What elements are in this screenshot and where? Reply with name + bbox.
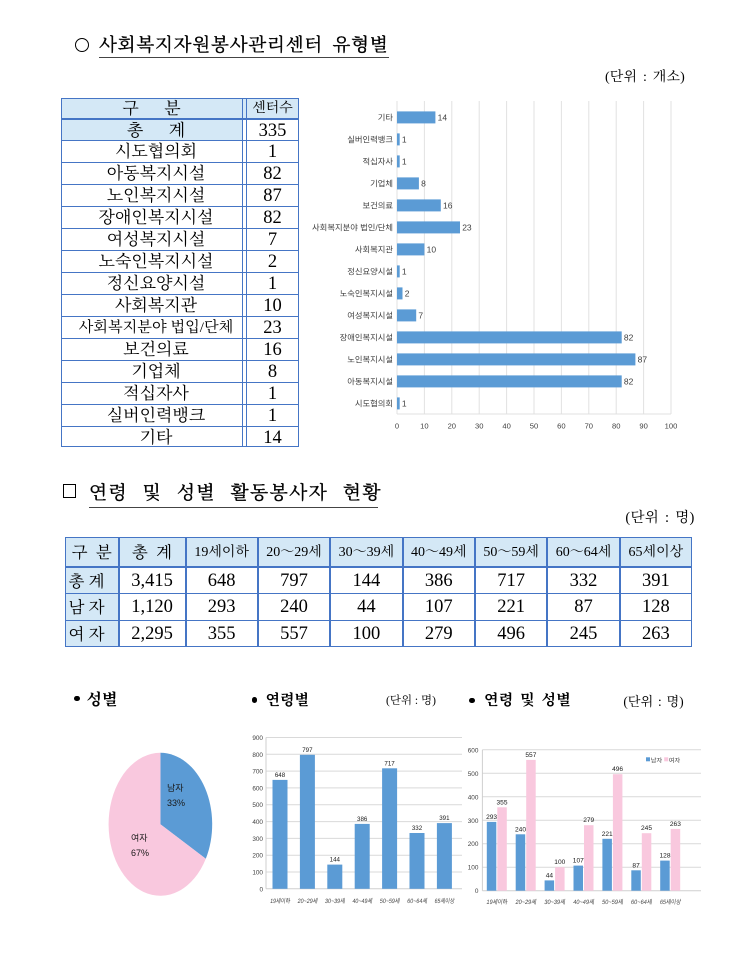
svg-text:900: 900 (252, 735, 263, 742)
svg-text:여자: 여자 (669, 756, 681, 764)
svg-text:남자: 남자 (651, 756, 663, 764)
svg-text:100: 100 (252, 870, 263, 877)
svg-text:40: 40 (502, 422, 510, 431)
svg-text:0: 0 (475, 888, 479, 895)
svg-text:87: 87 (638, 354, 648, 364)
svg-text:279: 279 (583, 817, 594, 824)
svg-text:남자: 남자 (167, 783, 184, 793)
svg-text:적십자사: 적십자사 (362, 156, 393, 166)
svg-text:기타: 기타 (378, 112, 394, 122)
svg-text:128: 128 (659, 853, 670, 860)
svg-text:500: 500 (468, 771, 479, 778)
svg-text:87: 87 (632, 862, 640, 869)
svg-text:221: 221 (602, 831, 613, 838)
svg-text:332: 332 (412, 825, 423, 832)
svg-text:717: 717 (384, 760, 395, 767)
svg-text:사회복지분야 법인/단체: 사회복지분야 법인/단체 (312, 222, 393, 232)
svg-text:14: 14 (438, 112, 448, 122)
svg-text:600: 600 (468, 747, 479, 754)
svg-text:200: 200 (468, 841, 479, 848)
svg-text:144: 144 (330, 857, 341, 864)
svg-text:장애인복지시설: 장애인복지시설 (340, 332, 393, 342)
svg-text:20~29세: 20~29세 (515, 898, 537, 906)
svg-text:500: 500 (252, 802, 263, 809)
svg-text:400: 400 (252, 819, 263, 826)
svg-text:355: 355 (496, 799, 507, 806)
svg-text:8: 8 (421, 178, 426, 188)
svg-text:600: 600 (252, 785, 263, 792)
svg-text:496: 496 (612, 766, 623, 773)
svg-text:263: 263 (670, 821, 681, 828)
svg-text:여자: 여자 (131, 833, 148, 843)
svg-text:386: 386 (357, 816, 368, 823)
svg-text:300: 300 (252, 836, 263, 843)
svg-text:240: 240 (515, 826, 526, 833)
svg-text:50: 50 (530, 422, 538, 431)
svg-text:20~29세: 20~29세 (297, 897, 318, 905)
svg-text:60: 60 (557, 422, 565, 431)
svg-text:1: 1 (402, 266, 407, 276)
svg-text:700: 700 (252, 769, 263, 776)
svg-text:65세이상: 65세이상 (659, 898, 681, 906)
svg-text:80: 80 (612, 422, 620, 431)
svg-text:400: 400 (468, 794, 479, 801)
svg-text:44: 44 (546, 872, 554, 879)
svg-text:19세이하: 19세이하 (486, 898, 508, 906)
svg-text:200: 200 (252, 853, 263, 860)
svg-text:19세이하: 19세이하 (270, 897, 291, 905)
svg-text:노숙인복지시설: 노숙인복지시설 (340, 288, 393, 298)
svg-text:0: 0 (395, 422, 399, 431)
svg-text:실버인력뱅크: 실버인력뱅크 (347, 134, 393, 144)
svg-text:67%: 67% (131, 848, 149, 858)
svg-text:50~59세: 50~59세 (602, 898, 624, 906)
svg-text:0: 0 (259, 886, 263, 893)
svg-text:40~49세: 40~49세 (352, 897, 373, 905)
svg-text:1: 1 (402, 156, 407, 166)
svg-text:23: 23 (462, 222, 472, 232)
svg-text:65세이상: 65세이상 (434, 897, 455, 905)
svg-text:노인복지시설: 노인복지시설 (347, 354, 393, 364)
svg-text:797: 797 (302, 747, 313, 754)
svg-text:82: 82 (624, 332, 634, 342)
svg-text:20: 20 (448, 422, 456, 431)
svg-text:648: 648 (275, 772, 286, 779)
svg-text:33%: 33% (167, 798, 185, 808)
svg-text:557: 557 (525, 752, 536, 759)
svg-text:10: 10 (427, 244, 437, 254)
svg-text:800: 800 (252, 752, 263, 759)
svg-text:16: 16 (443, 200, 453, 210)
svg-text:1: 1 (402, 134, 407, 144)
svg-text:30~39세: 30~39세 (325, 897, 346, 905)
svg-text:90: 90 (639, 422, 647, 431)
svg-text:시도협의회: 시도협의회 (355, 398, 393, 408)
svg-text:정신요양시설: 정신요양시설 (347, 266, 393, 276)
svg-text:245: 245 (641, 825, 652, 832)
svg-text:82: 82 (624, 376, 634, 386)
svg-text:7: 7 (418, 310, 423, 320)
svg-text:30~39세: 30~39세 (544, 898, 566, 906)
svg-text:107: 107 (573, 858, 584, 865)
svg-text:여성복지시설: 여성복지시설 (347, 310, 393, 320)
svg-text:40~49세: 40~49세 (573, 898, 595, 906)
svg-text:보건의료: 보건의료 (362, 200, 393, 210)
svg-text:100: 100 (468, 865, 479, 872)
svg-text:60~64세: 60~64세 (407, 897, 428, 905)
svg-text:391: 391 (439, 815, 450, 822)
svg-text:300: 300 (468, 818, 479, 825)
svg-text:아동복지시설: 아동복지시설 (347, 376, 393, 386)
svg-text:50~59세: 50~59세 (379, 897, 400, 905)
svg-text:100: 100 (665, 422, 678, 431)
svg-text:기업체: 기업체 (370, 178, 393, 188)
svg-text:2: 2 (405, 288, 410, 298)
svg-text:1: 1 (402, 398, 407, 408)
svg-text:60~64세: 60~64세 (631, 898, 653, 906)
svg-text:293: 293 (486, 814, 497, 821)
svg-text:30: 30 (475, 422, 483, 431)
svg-text:100: 100 (554, 859, 565, 866)
svg-text:70: 70 (585, 422, 593, 431)
svg-text:사회복지관: 사회복지관 (355, 244, 394, 254)
svg-text:10: 10 (420, 422, 428, 431)
